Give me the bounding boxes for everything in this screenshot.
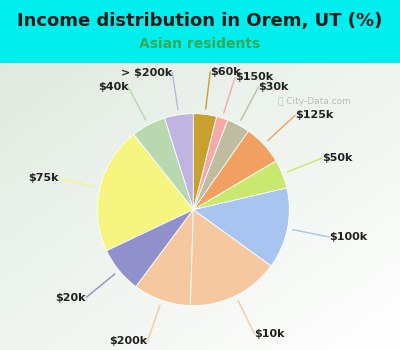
Text: $60k: $60k: [210, 67, 241, 77]
Wedge shape: [190, 210, 271, 306]
Wedge shape: [97, 134, 193, 251]
Text: $50k: $50k: [322, 153, 352, 163]
Wedge shape: [136, 210, 193, 306]
Wedge shape: [193, 188, 289, 266]
Wedge shape: [193, 114, 216, 210]
Text: $125k: $125k: [295, 110, 333, 120]
Text: > $200k: > $200k: [121, 68, 172, 78]
Text: $30k: $30k: [258, 82, 289, 92]
Text: $40k: $40k: [98, 82, 128, 92]
Text: Asian residents: Asian residents: [139, 37, 261, 51]
Text: $20k: $20k: [56, 293, 86, 302]
Wedge shape: [164, 114, 193, 210]
Wedge shape: [193, 131, 276, 210]
Wedge shape: [134, 118, 193, 210]
Text: $100k: $100k: [329, 232, 368, 242]
Wedge shape: [193, 120, 248, 210]
Text: ⓘ City-Data.com: ⓘ City-Data.com: [278, 97, 351, 106]
Text: Income distribution in Orem, UT (%): Income distribution in Orem, UT (%): [17, 12, 383, 30]
Text: $75k: $75k: [28, 173, 58, 183]
Text: $200k: $200k: [110, 336, 148, 345]
Text: $150k: $150k: [235, 72, 273, 82]
Wedge shape: [193, 117, 228, 210]
Wedge shape: [106, 210, 193, 287]
Wedge shape: [193, 161, 287, 210]
Text: $10k: $10k: [254, 329, 285, 339]
